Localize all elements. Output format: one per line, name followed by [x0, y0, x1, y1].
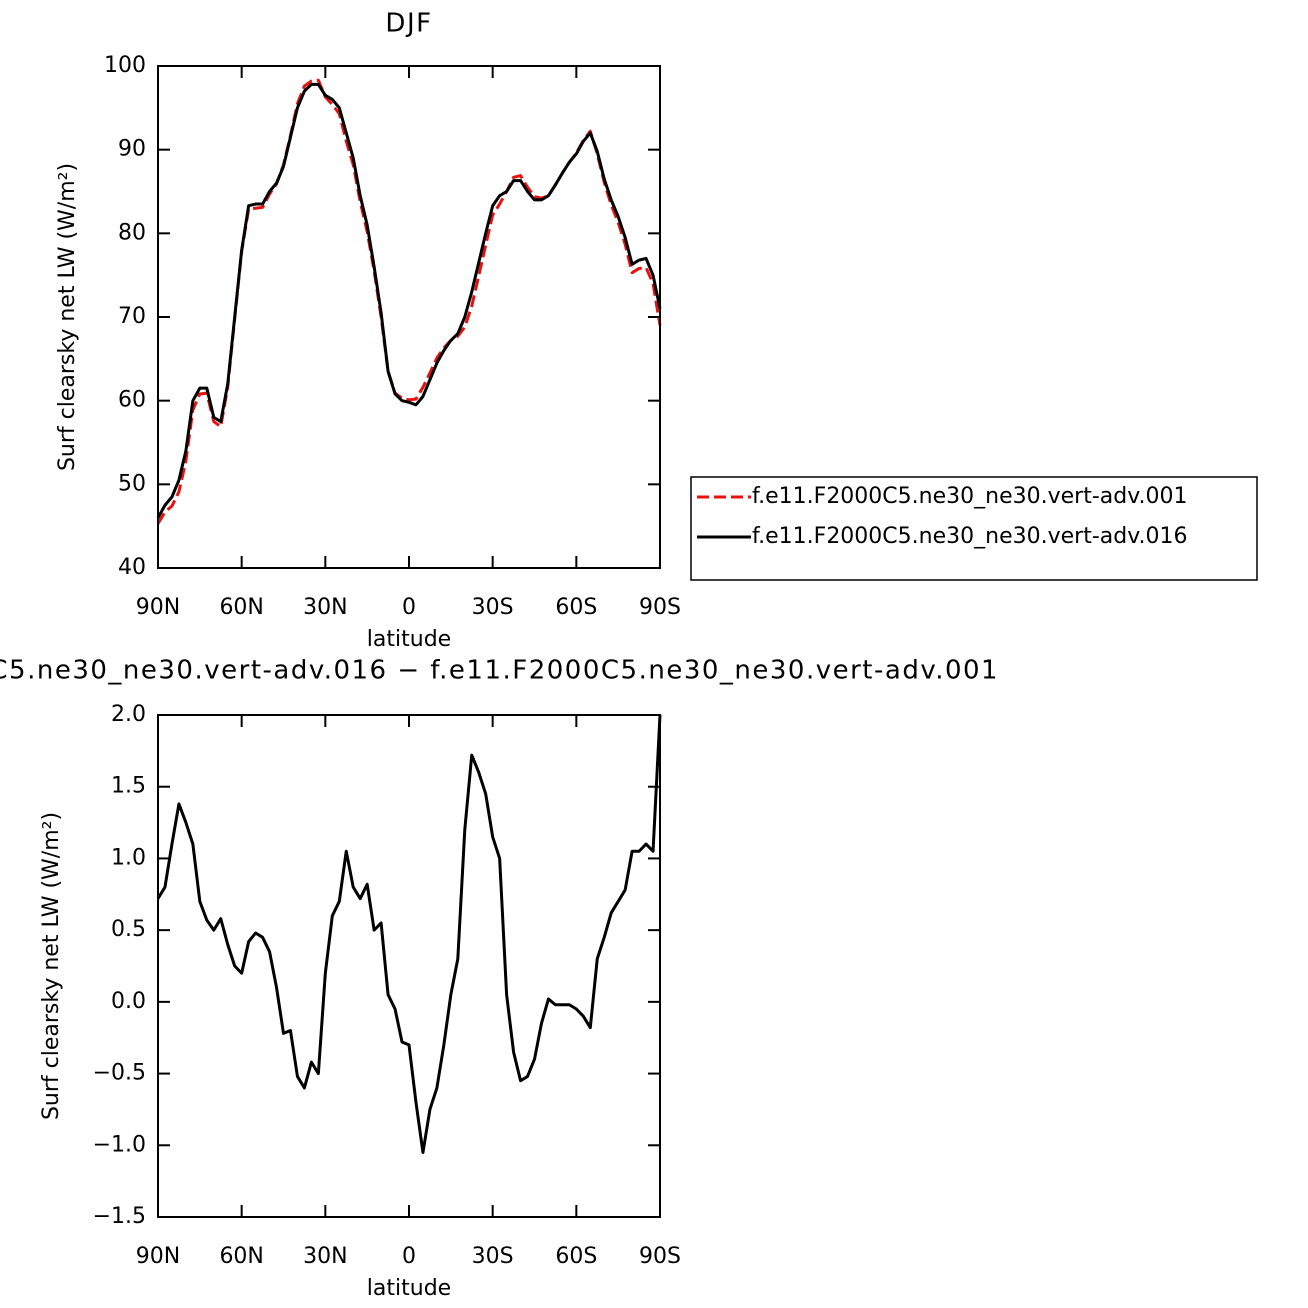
legend-label: f.e11.F2000C5.ne30_ne30.vert-adv.016	[752, 524, 1188, 549]
legend-box	[690, 476, 1258, 581]
y-tick-label: 60	[118, 388, 146, 413]
y-tick-label: 80	[118, 220, 146, 245]
y-tick-label: 1.0	[111, 845, 146, 870]
x-tick-label: 30S	[472, 595, 514, 620]
x-tick-label: 60N	[219, 595, 263, 620]
x-tick-label: 30S	[472, 1244, 514, 1269]
y-tick-label: 2.0	[111, 702, 146, 727]
x-tick-label: 90N	[136, 1244, 180, 1269]
y-tick-label: 50	[118, 471, 146, 496]
y-tick-label: 0.0	[111, 989, 146, 1014]
x-tick-label: 90S	[639, 595, 681, 620]
x-axis-label: latitude	[367, 1276, 451, 1301]
y-tick-label: 90	[118, 137, 146, 162]
y-tick-label: −1.5	[93, 1204, 146, 1229]
y-tick-label: 0.5	[111, 917, 146, 942]
y-tick-label: −0.5	[93, 1061, 146, 1086]
y-tick-label: 1.5	[111, 774, 146, 799]
plot-frame	[157, 65, 661, 569]
y-axis-label: Surf clearsky net LW (W/m²)	[55, 163, 80, 471]
x-tick-label: 0	[402, 1244, 416, 1269]
plot-frame	[157, 714, 661, 1218]
x-tick-label: 0	[402, 595, 416, 620]
x-tick-label: 60S	[555, 1244, 597, 1269]
x-tick-label: 30N	[303, 1244, 347, 1269]
x-tick-label: 30N	[303, 595, 347, 620]
data-line	[156, 82, 662, 519]
data-line	[156, 78, 662, 525]
x-tick-label: 90S	[639, 1244, 681, 1269]
chart-title: f.e11.F2000C5.ne30_ne30.vert-adv.016 − f…	[0, 656, 999, 686]
legend-label: f.e11.F2000C5.ne30_ne30.vert-adv.001	[752, 484, 1188, 509]
data-line	[156, 714, 662, 1154]
x-axis-label: latitude	[367, 627, 451, 652]
x-tick-label: 90N	[136, 595, 180, 620]
chart-title: DJF	[385, 9, 432, 39]
y-axis-label: Surf clearsky net LW (W/m²)	[39, 812, 64, 1120]
y-tick-label: 40	[118, 555, 146, 580]
x-tick-label: 60S	[555, 595, 597, 620]
x-tick-label: 60N	[219, 1244, 263, 1269]
y-tick-label: −1.0	[93, 1132, 146, 1157]
y-tick-label: 100	[104, 53, 146, 78]
y-tick-label: 70	[118, 304, 146, 329]
